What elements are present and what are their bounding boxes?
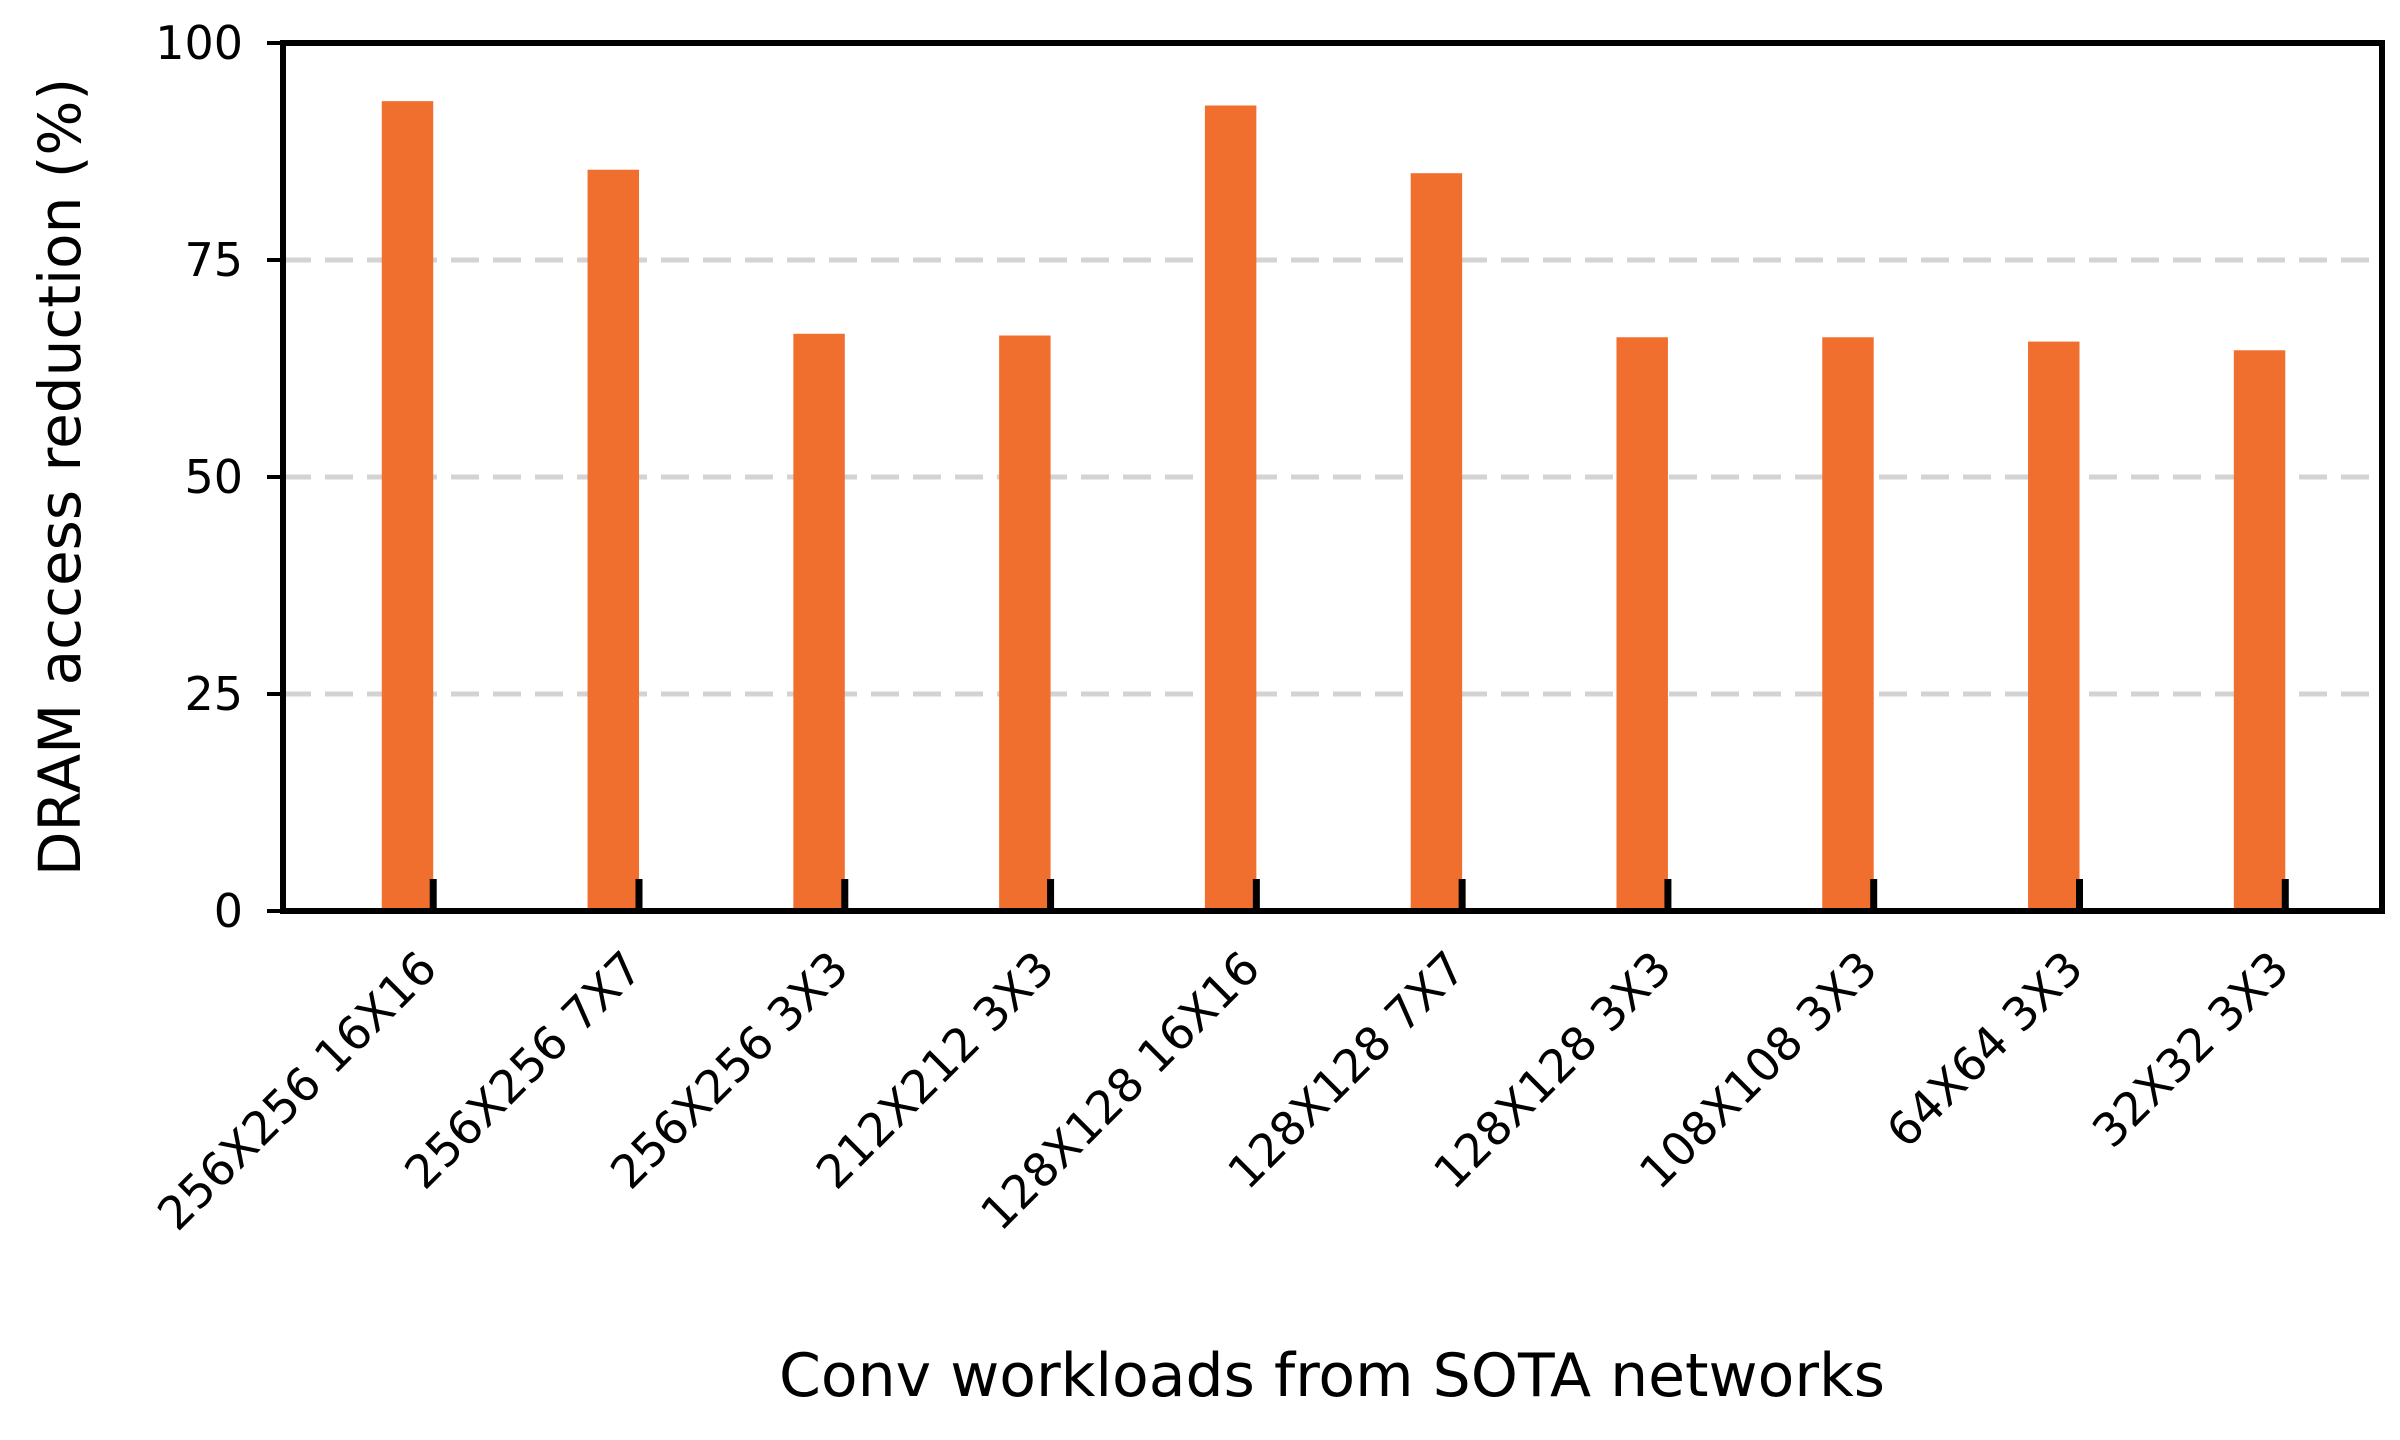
- x-tick-label: 256X256 16X16: [147, 941, 447, 1241]
- bar: [2233, 350, 2286, 912]
- plot-frame: [280, 40, 2385, 914]
- y-tick-label: 75: [184, 233, 243, 287]
- bar: [381, 101, 434, 911]
- x-tick-label: 32X32 3X3: [2082, 941, 2299, 1158]
- bar: [1822, 337, 1874, 911]
- bar: [1204, 105, 1257, 912]
- x-axis-label: Conv workloads from SOTA networks: [779, 1341, 1885, 1411]
- bar: [793, 333, 845, 911]
- bar: [1616, 337, 1668, 911]
- y-tick-label: 50: [184, 450, 243, 504]
- bar: [2028, 341, 2080, 911]
- y-tick-label: 25: [184, 667, 243, 721]
- bar: [999, 335, 1051, 911]
- y-tick-label: 0: [214, 884, 243, 938]
- bar: [587, 169, 640, 911]
- x-tick-label: 64X64 3X3: [1876, 941, 2093, 1158]
- y-axis-label: DRAM access reduction (%): [26, 78, 94, 876]
- bar: [1410, 173, 1463, 911]
- y-tick-label: 100: [155, 16, 243, 70]
